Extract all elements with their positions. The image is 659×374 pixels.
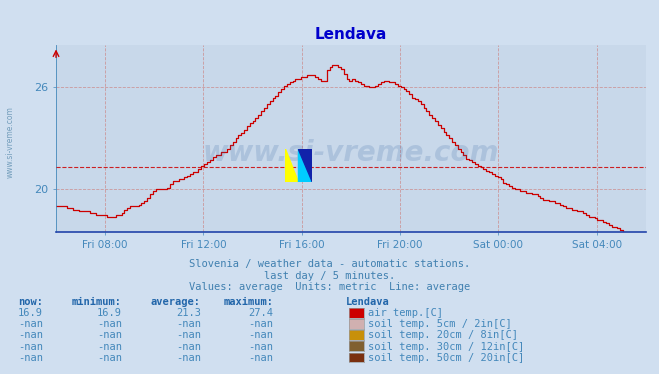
Text: average:: average: bbox=[151, 297, 201, 307]
Text: soil temp. 30cm / 12in[C]: soil temp. 30cm / 12in[C] bbox=[368, 342, 525, 352]
Text: -nan: -nan bbox=[97, 319, 122, 329]
Text: -nan: -nan bbox=[18, 331, 43, 340]
Text: Slovenia / weather data - automatic stations.: Slovenia / weather data - automatic stat… bbox=[189, 260, 470, 269]
Text: -nan: -nan bbox=[18, 319, 43, 329]
Text: maximum:: maximum: bbox=[223, 297, 273, 307]
Polygon shape bbox=[299, 148, 312, 182]
Polygon shape bbox=[285, 148, 299, 182]
Text: -nan: -nan bbox=[176, 319, 201, 329]
Text: -nan: -nan bbox=[97, 342, 122, 352]
Text: -nan: -nan bbox=[248, 342, 273, 352]
Text: -nan: -nan bbox=[248, 353, 273, 363]
Text: soil temp. 5cm / 2in[C]: soil temp. 5cm / 2in[C] bbox=[368, 319, 512, 329]
Text: www.si-vreme.com: www.si-vreme.com bbox=[203, 140, 499, 167]
Text: 21.3: 21.3 bbox=[176, 308, 201, 318]
Text: 16.9: 16.9 bbox=[97, 308, 122, 318]
Text: Lendava: Lendava bbox=[346, 297, 389, 307]
Text: 27.4: 27.4 bbox=[248, 308, 273, 318]
Text: 16.9: 16.9 bbox=[18, 308, 43, 318]
Text: -nan: -nan bbox=[248, 331, 273, 340]
Text: -nan: -nan bbox=[18, 342, 43, 352]
Text: Values: average  Units: metric  Line: average: Values: average Units: metric Line: aver… bbox=[189, 282, 470, 292]
Text: soil temp. 20cm / 8in[C]: soil temp. 20cm / 8in[C] bbox=[368, 331, 519, 340]
Text: -nan: -nan bbox=[176, 353, 201, 363]
Text: -nan: -nan bbox=[97, 331, 122, 340]
Text: -nan: -nan bbox=[176, 331, 201, 340]
Text: -nan: -nan bbox=[18, 353, 43, 363]
Title: Lendava: Lendava bbox=[315, 27, 387, 42]
Text: air temp.[C]: air temp.[C] bbox=[368, 308, 444, 318]
Text: minimum:: minimum: bbox=[72, 297, 122, 307]
Text: -nan: -nan bbox=[97, 353, 122, 363]
Text: -nan: -nan bbox=[176, 342, 201, 352]
Polygon shape bbox=[299, 148, 312, 182]
Text: -nan: -nan bbox=[248, 319, 273, 329]
Text: last day / 5 minutes.: last day / 5 minutes. bbox=[264, 271, 395, 280]
Text: soil temp. 50cm / 20in[C]: soil temp. 50cm / 20in[C] bbox=[368, 353, 525, 363]
Text: now:: now: bbox=[18, 297, 43, 307]
Text: www.si-vreme.com: www.si-vreme.com bbox=[5, 106, 14, 178]
